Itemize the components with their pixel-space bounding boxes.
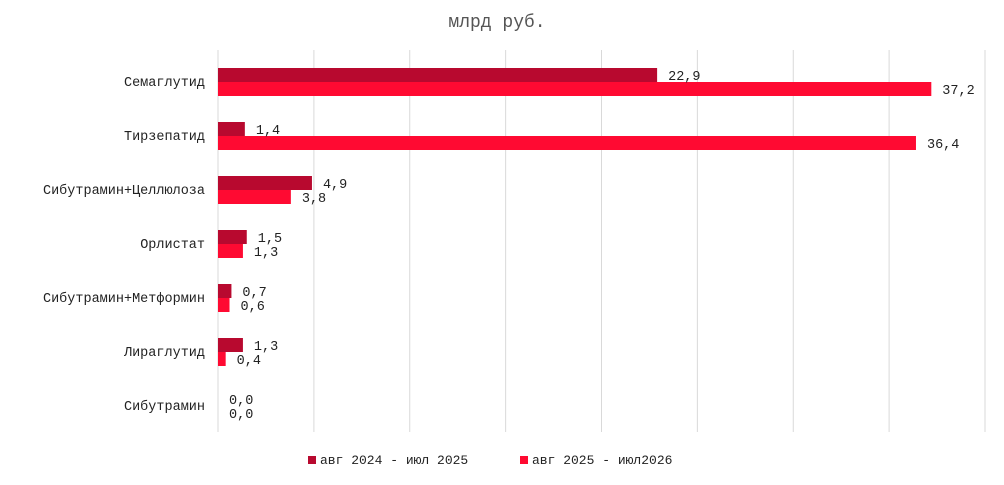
data-label: 0,4: [237, 354, 261, 369]
legend: авг 2024 - июл 2025 авг 2025 - июл2026: [308, 453, 672, 468]
category-label: Орлистат: [140, 238, 205, 253]
bar: [218, 136, 916, 150]
bars: [218, 68, 932, 366]
data-label: 36,4: [927, 138, 959, 153]
value-labels: 22,937,21,436,44,93,81,51,30,70,61,30,40…: [229, 70, 975, 423]
gridlines: [217, 50, 986, 432]
bar: [218, 230, 247, 244]
data-label: 0,7: [242, 286, 266, 301]
data-label: 3,8: [302, 192, 326, 207]
bar: [218, 68, 658, 82]
data-label: 37,2: [942, 84, 974, 99]
bar: [218, 190, 291, 204]
category-label: Семаглутид: [124, 76, 205, 91]
data-label: 4,9: [323, 178, 347, 193]
bar: [218, 338, 243, 352]
bar: [218, 244, 243, 258]
chart-title: млрд руб.: [448, 12, 545, 33]
category-label: Сибутрамин+Целлюлоза: [43, 184, 205, 199]
legend-label: авг 2025 - июл2026: [532, 453, 672, 468]
bar: [218, 284, 232, 298]
data-label: 0,0: [229, 408, 253, 423]
legend-swatch: [520, 456, 528, 464]
category-label: Лираглутид: [123, 346, 205, 361]
bar: [218, 352, 226, 366]
data-label: 1,3: [254, 340, 278, 355]
category-label: Сибутрамин: [124, 400, 205, 415]
data-label: 0,6: [241, 300, 265, 315]
legend-label: авг 2024 - июл 2025: [320, 453, 468, 468]
legend-swatch: [308, 456, 316, 464]
bar: [218, 298, 230, 312]
data-label: 1,5: [258, 232, 282, 247]
data-label: 1,4: [256, 124, 280, 139]
bar: [218, 176, 312, 190]
data-label: 22,9: [668, 70, 700, 85]
category-labels: Семаглутид Тирзепатид Сибутрамин+Целлюлоза…: [43, 76, 205, 415]
category-label: Сибутрамин+Метформин: [43, 292, 205, 307]
data-label: 1,3: [254, 246, 278, 261]
category-label: Тирзепатид: [124, 130, 205, 145]
bar: [218, 122, 245, 136]
data-label: 0,0: [229, 394, 253, 409]
bar: [218, 82, 932, 96]
